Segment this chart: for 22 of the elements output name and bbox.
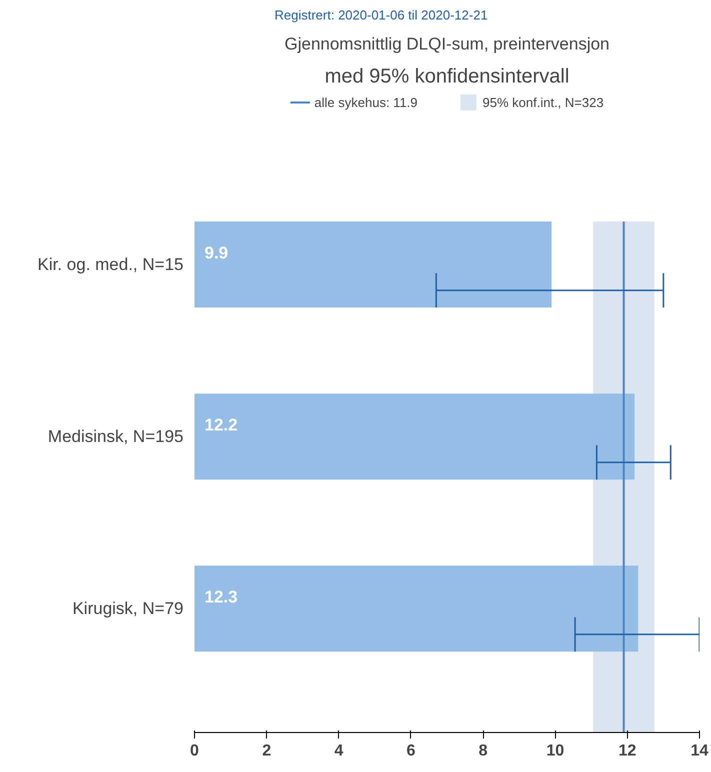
data-label: 9.9 [204, 244, 228, 263]
data-label: 12.3 [204, 588, 238, 607]
x-tick-label: 12 [618, 742, 636, 760]
x-tick-label: 8 [478, 742, 488, 760]
bar [194, 394, 635, 480]
y-tick-label: Kirugisk, N=79 [72, 599, 184, 618]
y-tick-label: Medisinsk, N=195 [48, 427, 184, 446]
x-tick-label: 10 [546, 742, 564, 760]
data-label: 12.2 [204, 416, 238, 435]
chart-subtitle: med 95% konfidensintervall [324, 66, 570, 88]
bar [194, 222, 552, 308]
x-tick-label: 6 [406, 742, 416, 760]
bar [194, 566, 638, 652]
legend-label: 95% konf.int., N=323 [482, 94, 604, 110]
x-tick-label: 4 [334, 742, 344, 760]
text: Registrert: 2020-01-06 til 2020-12-21 [274, 8, 488, 22]
x-tick-label: 0 [190, 742, 200, 760]
legend-label: alle sykehus: 11.9 [314, 94, 418, 110]
x-tick-label: 14 [690, 742, 708, 760]
y-tick-label: Kir. og. med., N=15 [38, 255, 184, 274]
chart-title: Gjennomsnittlig DLQI-sum, preintervensjon [284, 34, 610, 54]
x-tick-label: 2 [262, 742, 272, 760]
